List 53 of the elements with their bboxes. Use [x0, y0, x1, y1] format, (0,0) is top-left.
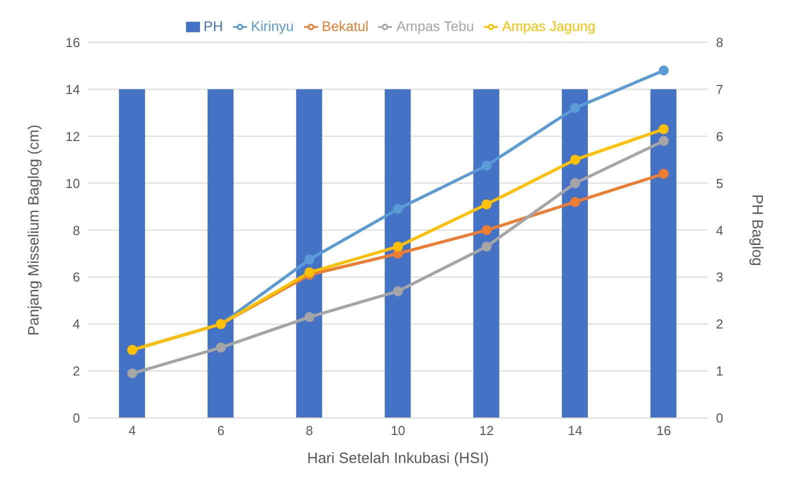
y-tick-label: 16	[66, 34, 80, 50]
point	[570, 178, 580, 188]
y2-tick-label: 1	[716, 364, 724, 379]
y2-tick-label: 7	[716, 82, 724, 97]
legend-label: Kirinyu	[250, 18, 294, 34]
point	[482, 242, 492, 252]
point	[658, 124, 669, 134]
y-tick-label: 6	[72, 270, 80, 285]
y-tick-label: 14	[66, 82, 80, 97]
x-tick-label: 4	[128, 423, 136, 438]
point	[127, 368, 138, 378]
y-tick-label: 12	[66, 128, 80, 144]
x-tick-label: 16	[656, 423, 671, 438]
x-tick-label: 12	[479, 423, 494, 438]
y2-axis-title: PH Baglog	[748, 194, 766, 266]
point	[304, 267, 314, 278]
y2-tick-label: 4	[716, 222, 724, 238]
y-tick-label: 8	[72, 222, 80, 238]
y-tick-label: 10	[66, 176, 80, 191]
y2-tick-label: 5	[716, 176, 724, 191]
legend-label: PH	[204, 18, 223, 34]
legend-label: Ampas Jagung	[502, 18, 596, 34]
y-axis-title: Panjang Misselium Baglog (cm)	[25, 124, 42, 336]
point	[482, 225, 492, 236]
x-tick-label: 14	[568, 423, 582, 438]
point	[393, 242, 403, 252]
x-tick-label: 10	[390, 423, 406, 438]
legend-label: Bekatul	[322, 18, 368, 34]
point	[658, 168, 669, 179]
point	[658, 65, 669, 76]
y2-tick-label: 6	[716, 128, 724, 144]
y-tick-label: 0	[72, 410, 80, 426]
x-axis-title: Hari Setelah Inkubasi (HSI)	[307, 450, 489, 467]
y-tick-label: 2	[72, 364, 80, 379]
point	[658, 136, 669, 146]
point	[570, 154, 580, 165]
y2-tick-label: 8	[716, 34, 724, 50]
point	[393, 204, 403, 214]
y2-tick-label: 3	[716, 270, 724, 285]
point	[304, 312, 314, 322]
point	[393, 286, 403, 296]
point	[482, 160, 492, 171]
legend-label: Ampas Tebu	[396, 18, 474, 34]
y2-tick-label: 2	[716, 316, 724, 332]
y2-tick-label: 0	[716, 410, 724, 426]
y-tick-label: 4	[72, 316, 80, 332]
point	[304, 254, 314, 264]
x-tick-label: 8	[306, 423, 314, 438]
x-tick-label: 6	[217, 423, 224, 438]
point	[570, 196, 580, 207]
point	[570, 103, 580, 114]
point	[482, 199, 492, 210]
point	[216, 342, 226, 353]
